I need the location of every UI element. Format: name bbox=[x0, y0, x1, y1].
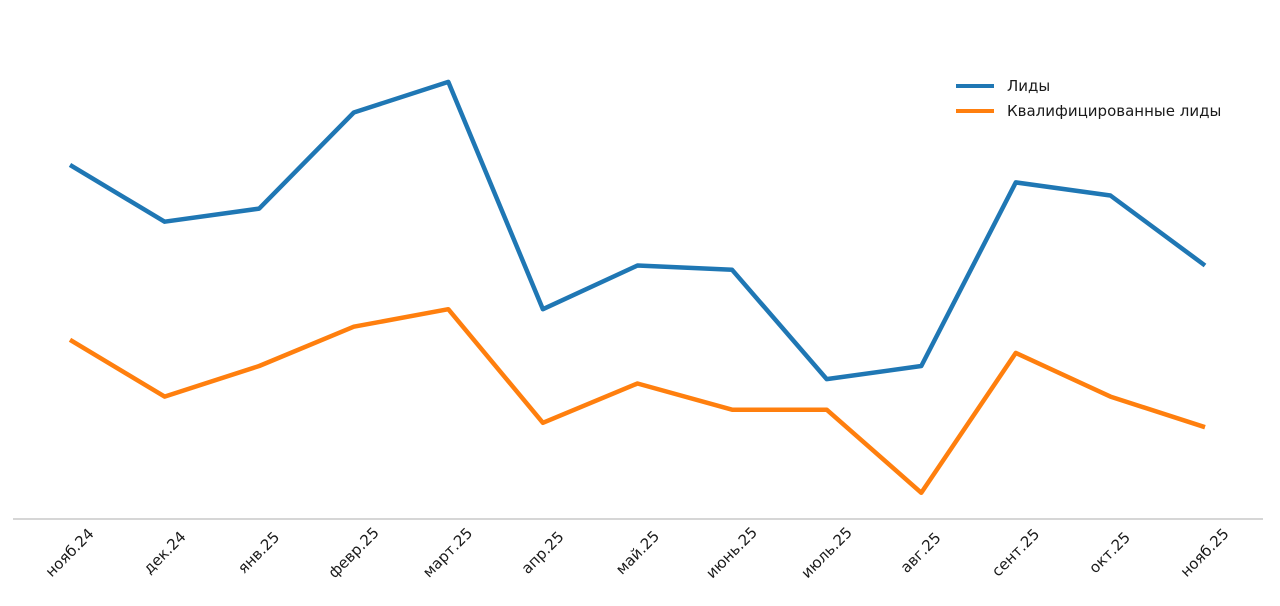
qualified-leads-line bbox=[68, 306, 1206, 496]
legend-label: Лиды bbox=[1007, 76, 1051, 95]
leads-line bbox=[68, 79, 1207, 382]
legend-item-qualified-leads: Квалифицированные лиды bbox=[956, 100, 1221, 121]
legend: Лиды Квалифицированные лиды bbox=[956, 75, 1221, 121]
legend-swatch bbox=[956, 108, 994, 113]
legend-item-leads: Лиды bbox=[956, 75, 1221, 96]
legend-label: Квалифицированные лиды bbox=[1007, 101, 1222, 120]
legend-swatch bbox=[956, 83, 994, 88]
